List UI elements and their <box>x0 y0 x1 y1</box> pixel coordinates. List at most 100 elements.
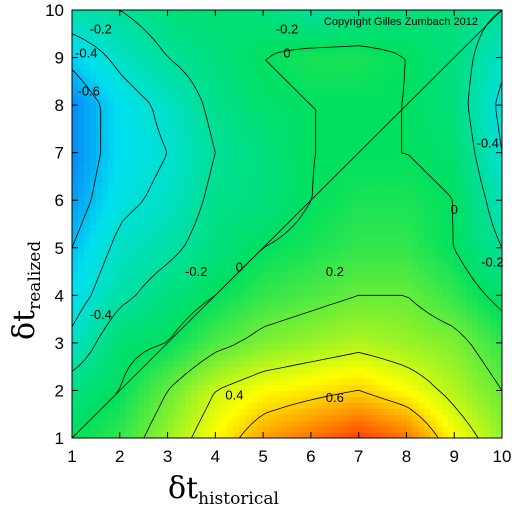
heatmap-cell <box>436 342 443 350</box>
heatmap-cell <box>304 128 312 136</box>
heatmap-cell <box>245 105 252 112</box>
heatmap-cell <box>316 277 324 285</box>
heatmap-cell <box>251 313 258 320</box>
heatmap-cell <box>460 271 467 279</box>
heatmap-cell <box>478 366 485 374</box>
heatmap-cell <box>125 307 133 314</box>
heatmap-cell <box>137 182 145 189</box>
heatmap-cell <box>263 63 270 71</box>
heatmap-cell <box>185 253 193 261</box>
heatmap-cell <box>125 105 133 112</box>
heatmap-cell <box>448 420 455 427</box>
heatmap-cell <box>233 111 240 118</box>
heatmap-cell <box>107 396 115 403</box>
heatmap-cell <box>281 134 288 142</box>
heatmap-cell <box>460 170 467 178</box>
heatmap-cell <box>77 390 85 397</box>
heatmap-cell <box>448 224 455 231</box>
heatmap-cell <box>275 420 282 427</box>
heatmap-cell <box>454 75 461 82</box>
heatmap-cell <box>275 259 282 267</box>
heatmap-cell <box>382 170 390 178</box>
heatmap-cell <box>388 372 396 380</box>
heatmap-cell <box>484 289 491 296</box>
heatmap-cell <box>281 206 288 213</box>
heatmap-cell <box>382 105 390 112</box>
heatmap-cell <box>424 366 431 374</box>
heatmap-cell <box>221 218 228 225</box>
heatmap-cell <box>137 87 145 94</box>
heatmap-cell <box>215 390 222 397</box>
heatmap-cell <box>346 111 354 118</box>
heatmap-cell <box>89 342 97 350</box>
heatmap-cell <box>155 224 163 231</box>
heatmap-cell <box>233 342 240 350</box>
heatmap-cell <box>185 105 193 112</box>
heatmap-cell <box>298 283 306 290</box>
heatmap-cell <box>472 247 479 255</box>
heatmap-cell <box>334 105 342 112</box>
heatmap-cell <box>472 390 479 397</box>
heatmap-cell <box>197 360 204 368</box>
heatmap-cell <box>424 295 431 302</box>
heatmap-cell <box>149 408 157 415</box>
heatmap-cell <box>239 45 246 53</box>
heatmap-cell <box>334 283 342 290</box>
heatmap-cell <box>125 45 133 53</box>
heatmap-cell <box>394 164 402 172</box>
heatmap-cell <box>448 307 455 314</box>
heatmap-cell <box>125 21 133 29</box>
heatmap-cell <box>322 39 330 47</box>
heatmap-cell <box>382 289 390 296</box>
heatmap-cell <box>185 134 193 142</box>
heatmap-cell <box>322 75 330 82</box>
heatmap-cell <box>227 87 234 94</box>
heatmap-cell <box>316 342 324 350</box>
heatmap-cell <box>346 218 354 225</box>
heatmap-cell <box>382 152 390 160</box>
heatmap-cell <box>448 206 455 213</box>
heatmap-cell <box>364 235 372 243</box>
heatmap-cell <box>179 117 187 124</box>
heatmap-cell <box>346 396 354 403</box>
heatmap-cell <box>161 319 169 326</box>
heatmap-cell <box>263 336 270 344</box>
heatmap-cell <box>131 241 139 249</box>
heatmap-cell <box>83 265 91 273</box>
heatmap-cell <box>340 224 348 231</box>
heatmap-cell <box>269 122 276 130</box>
heatmap-cell <box>143 396 151 403</box>
heatmap-cell <box>334 182 342 189</box>
heatmap-cell <box>125 313 133 320</box>
heatmap-cell <box>388 152 396 160</box>
heatmap-cell <box>400 105 408 112</box>
heatmap-cell <box>89 313 97 320</box>
heatmap-cell <box>310 51 318 59</box>
heatmap-cell <box>382 164 390 172</box>
heatmap-cell <box>454 188 461 195</box>
heatmap-cell <box>406 402 414 409</box>
heatmap-cell <box>328 158 336 166</box>
heatmap-cell <box>137 69 145 76</box>
heatmap-cell <box>376 176 384 183</box>
heatmap-cell <box>364 289 372 296</box>
heatmap-cell <box>221 426 228 433</box>
heatmap-cell <box>221 325 228 332</box>
heatmap-cell <box>281 307 288 314</box>
heatmap-cell <box>149 111 157 118</box>
heatmap-cell <box>227 75 234 82</box>
heatmap-cell <box>83 402 91 409</box>
heatmap-cell <box>149 366 157 374</box>
heatmap-cell <box>83 224 91 231</box>
heatmap-cell <box>185 235 193 243</box>
heatmap-cell <box>77 63 85 71</box>
heatmap-cell <box>322 182 330 189</box>
heatmap-cell <box>101 277 109 285</box>
heatmap-cell <box>454 432 461 438</box>
heatmap-cell <box>161 271 169 279</box>
heatmap-cell <box>161 117 169 124</box>
heatmap-cell <box>448 111 455 118</box>
heatmap-cell <box>298 348 306 356</box>
heatmap-cell <box>281 342 288 350</box>
heatmap-cell <box>209 378 216 386</box>
